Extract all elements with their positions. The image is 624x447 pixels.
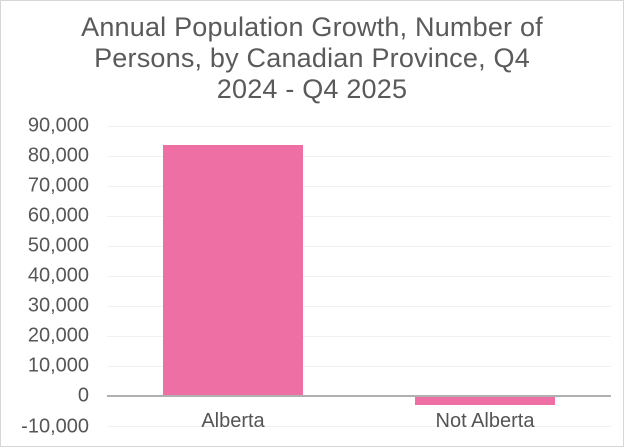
y-tick-label: 50,000 (27, 234, 89, 257)
chart-title-line-2: Persons, by Canadian Province, Q4 (94, 43, 530, 73)
gridline-20,000 (107, 335, 611, 337)
gridline-50,000 (107, 245, 611, 247)
y-tick-label: 40,000 (27, 264, 89, 287)
y-tick-label: 0 (77, 384, 89, 407)
gridline-70,000 (107, 185, 611, 187)
y-tick-label: -10,000 (21, 415, 89, 437)
bar-not-alberta (415, 396, 555, 405)
chart-title-line-3: 2024 - Q4 2025 (216, 74, 408, 104)
gridline--10,000 (107, 426, 611, 427)
gridline-10,000 (107, 365, 611, 367)
y-tick-label: 60,000 (27, 204, 89, 227)
gridline-60,000 (107, 215, 611, 217)
y-tick-label: 30,000 (27, 294, 89, 317)
y-tick-label: 80,000 (27, 144, 89, 167)
y-tick-label: 70,000 (27, 174, 89, 197)
x-axis-label-not-alberta: Not Alberta (435, 410, 535, 432)
x-axis-label-alberta: Alberta (201, 410, 265, 432)
chart-title: Annual Population Growth, Number of Pers… (1, 12, 623, 105)
y-tick-label: 10,000 (27, 354, 89, 377)
gridline-80,000 (107, 155, 611, 157)
gridline-90,000 (107, 125, 611, 127)
chart-title-line-1: Annual Population Growth, Number of (81, 12, 543, 42)
y-tick-label: 20,000 (27, 324, 89, 347)
x-axis-line (107, 395, 611, 398)
y-tick-label: 90,000 (27, 114, 89, 137)
bar-alberta (163, 144, 303, 397)
gridline-30,000 (107, 305, 611, 307)
gridline-40,000 (107, 275, 611, 277)
